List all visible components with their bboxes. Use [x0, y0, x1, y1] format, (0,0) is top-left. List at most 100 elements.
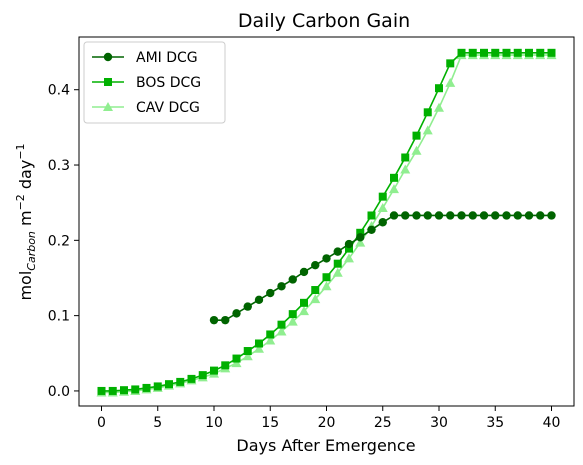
data-point-bos-dcg [266, 330, 275, 339]
data-point-bos-dcg [232, 354, 241, 363]
x-tick-label: 20 [318, 415, 336, 431]
data-point-bos-dcg [187, 374, 196, 383]
data-point-bos-dcg [345, 244, 353, 253]
series-bos-dcg [97, 48, 556, 395]
y-axis-label-unit2: day [16, 160, 35, 195]
data-point-bos-dcg [221, 361, 230, 370]
data-point-bos-dcg [120, 386, 128, 395]
data-point-ami-dcg [344, 239, 354, 249]
data-point-ami-dcg [333, 247, 342, 256]
data-point-cav-dcg [332, 267, 343, 277]
x-tick-label: 30 [430, 415, 448, 431]
data-point-cav-dcg [254, 343, 264, 353]
data-point-bos-dcg [198, 371, 207, 380]
data-point-ami-dcg [232, 309, 241, 318]
data-point-ami-dcg [513, 211, 522, 220]
data-point-ami-dcg [502, 211, 511, 220]
data-point-bos-dcg [480, 48, 488, 57]
series-ami-dcg [209, 211, 556, 325]
data-point-ami-dcg [491, 211, 500, 220]
legend-entry-ami-dcg: AMI DCG [92, 50, 198, 66]
x-axis-ticks: 0 5 10 15 20 25 30 35 40 [97, 406, 560, 431]
series-layer [96, 48, 557, 397]
legend-marker-bos-dcg [104, 78, 112, 86]
y-axis-label-main: mol [16, 271, 35, 301]
data-point-ami-dcg [209, 315, 219, 325]
x-axis-label: Days After Emergence [236, 436, 415, 455]
data-point-ami-dcg [322, 254, 331, 263]
legend-entry-cav-dcg: CAV DCG [92, 100, 200, 116]
data-point-cav-dcg [355, 237, 366, 247]
data-point-ami-dcg [401, 211, 410, 220]
data-point-bos-dcg [423, 108, 432, 117]
data-point-bos-dcg [277, 320, 286, 329]
data-point-cav-dcg [344, 253, 354, 263]
data-point-cav-dcg [310, 294, 321, 304]
data-point-cav-dcg [299, 306, 309, 316]
series-line-ami-dcg [214, 214, 552, 321]
data-point-bos-dcg [367, 211, 376, 220]
data-point-ami-dcg [468, 211, 477, 220]
data-point-bos-dcg [288, 310, 297, 319]
data-point-cav-dcg [389, 184, 399, 194]
data-point-ami-dcg [288, 275, 297, 284]
data-point-bos-dcg [468, 48, 477, 57]
x-tick-label: 10 [205, 415, 223, 431]
data-point-ami-dcg [412, 211, 421, 220]
data-point-ami-dcg [277, 282, 286, 291]
data-point-cav-dcg [321, 281, 332, 291]
data-point-cav-dcg [422, 125, 433, 135]
data-point-bos-dcg [356, 228, 365, 237]
data-point-bos-dcg [322, 273, 331, 282]
data-point-bos-dcg [547, 48, 556, 57]
legend-marker-cav-dcg [103, 102, 113, 111]
data-point-bos-dcg [525, 48, 533, 57]
data-point-bos-dcg [333, 259, 342, 268]
data-point-ami-dcg [367, 225, 376, 234]
data-point-ami-dcg [356, 233, 365, 242]
data-point-cav-dcg [287, 316, 298, 326]
data-point-ami-dcg [446, 211, 455, 220]
y-tick-label: 0.0 [48, 384, 70, 400]
data-point-ami-dcg [299, 267, 309, 277]
y-tick-label: 0.4 [48, 83, 70, 99]
x-tick-label: 5 [153, 415, 162, 431]
data-point-cav-dcg [231, 358, 242, 368]
data-point-ami-dcg [221, 315, 230, 325]
data-point-ami-dcg [389, 211, 399, 220]
data-point-bos-dcg [243, 347, 252, 356]
y-axis-label-exp2: −1 [14, 143, 27, 159]
data-point-bos-dcg [255, 339, 263, 348]
y-axis-label-subscript: Carbon [25, 231, 38, 271]
data-point-ami-dcg [479, 211, 489, 220]
data-point-ami-dcg [423, 211, 432, 220]
data-point-ami-dcg [311, 260, 320, 270]
data-point-bos-dcg [300, 298, 308, 307]
legend-entry-bos-dcg: BOS DCG [92, 75, 201, 91]
data-point-bos-dcg [435, 84, 443, 93]
legend-label-bos-dcg: BOS DCG [136, 75, 201, 91]
data-point-bos-dcg [536, 48, 545, 57]
data-point-cav-dcg [265, 335, 276, 345]
data-point-bos-dcg [210, 366, 218, 375]
y-axis-ticks: 0.0 0.1 0.2 0.3 0.4 [48, 83, 79, 400]
data-point-cav-dcg [411, 145, 422, 155]
legend: AMI DCG BOS DCG CAV DCG [83, 41, 226, 124]
data-point-bos-dcg [446, 59, 455, 68]
data-point-bos-dcg [153, 382, 162, 391]
legend-label-ami-dcg: AMI DCG [136, 50, 198, 66]
data-point-ami-dcg [254, 295, 264, 305]
data-point-bos-dcg [176, 377, 185, 386]
x-tick-label: 15 [261, 415, 279, 431]
data-point-bos-dcg [142, 383, 151, 392]
data-point-bos-dcg [311, 286, 320, 295]
data-point-ami-dcg [378, 218, 387, 227]
data-point-cav-dcg [434, 102, 444, 112]
data-point-cav-dcg [377, 202, 388, 212]
legend-marker-ami-dcg [103, 52, 113, 62]
x-tick-label: 40 [543, 415, 561, 431]
data-point-cav-dcg [276, 326, 287, 336]
data-point-cav-dcg [242, 351, 253, 361]
data-point-bos-dcg [502, 48, 511, 57]
